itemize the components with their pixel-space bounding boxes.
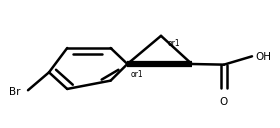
Text: or1: or1	[131, 70, 144, 79]
Text: Br: Br	[9, 87, 20, 97]
Text: OH: OH	[255, 52, 271, 62]
Text: O: O	[220, 97, 228, 107]
Text: or1: or1	[167, 39, 180, 48]
